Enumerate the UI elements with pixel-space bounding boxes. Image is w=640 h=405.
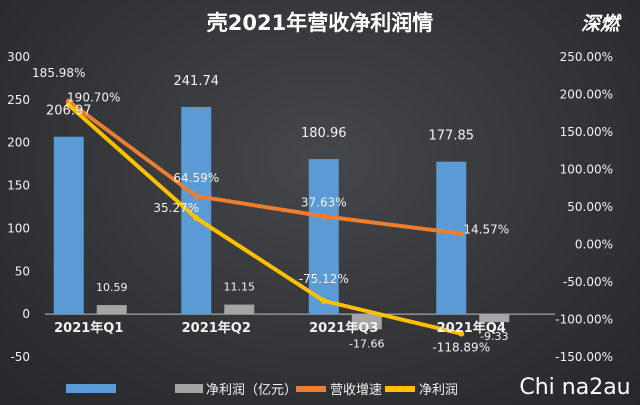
x-axis: 2021年Q1 2021年Q2 2021年Q3 2021年Q4 xyxy=(54,320,506,336)
profit-bar xyxy=(224,304,255,315)
profit-growth-point xyxy=(458,330,465,337)
profit-growth-line xyxy=(67,103,462,336)
revenue-growth-line xyxy=(67,99,462,236)
profit-data-label: -17.66 xyxy=(349,337,384,350)
revenue-growth-data-label: 37.63% xyxy=(301,195,347,209)
revenue-bar xyxy=(308,159,339,315)
y-left-tick-label: 250 xyxy=(7,93,30,107)
profit-data-label: 11.15 xyxy=(224,281,256,294)
lines-layer xyxy=(65,98,465,337)
revenue-data-label: 241.74 xyxy=(174,74,220,89)
profit-growth-data-label: -75.12% xyxy=(299,272,349,286)
data-labels-layer: 206.97 241.74 180.96 177.85 10.59 11.15 -17.66… xyxy=(32,66,509,355)
watermark-bottom: Chi na2au xyxy=(519,375,630,400)
revenue-growth-data-label: 64.59% xyxy=(173,171,219,185)
x-tick-label: 2021年Q2 xyxy=(182,320,251,336)
revenue-growth-data-label: 190.70% xyxy=(67,90,120,104)
revenue-data-label: 177.85 xyxy=(429,129,475,144)
revenue-growth-point xyxy=(458,230,465,237)
revenue-data-label: 206.97 xyxy=(46,104,92,119)
legend-label-growth: 营收增速 xyxy=(330,383,382,398)
profit-growth-data-label: 35.27% xyxy=(153,201,199,215)
profit-growth-point xyxy=(193,215,200,222)
y-right-tick-label: 50.00% xyxy=(567,200,613,214)
legend: 净利润（亿元） 营收增速 净利润 xyxy=(66,383,458,398)
y-left-tick-label: -50 xyxy=(10,350,30,364)
y-right-tick-label: 250.00% xyxy=(560,50,613,64)
x-tick-label: 2021年Q1 xyxy=(54,320,123,336)
legend-label-profit-growth: 净利润 xyxy=(419,383,458,398)
y-axis-right: -150.00% -100.00% -50.00% 0.00% 50.00% 100.00… xyxy=(555,50,613,364)
profit-growth-point xyxy=(320,297,327,304)
y-right-tick-label: -100.00% xyxy=(555,313,613,327)
legend-swatch-profit-growth xyxy=(385,386,415,392)
profit-bar xyxy=(351,314,382,330)
y-left-tick-label: 0 xyxy=(22,307,30,321)
profit-data-label: -9.33 xyxy=(480,330,508,343)
y-left-tick-label: 300 xyxy=(7,50,30,64)
y-right-tick-label: -150.00% xyxy=(555,350,613,364)
revenue-growth-point xyxy=(320,213,327,220)
chart-title: 壳2021年营收净利润情 xyxy=(206,11,433,35)
legend-swatch-profit xyxy=(175,384,203,393)
profit-growth-data-label: 185.98% xyxy=(32,66,85,80)
y-right-tick-label: 100.00% xyxy=(560,163,613,177)
profit-bar xyxy=(479,314,510,323)
y-axis-left: -50 0 50 100 150 200 250 300 xyxy=(7,50,30,364)
watermark-top: 深燃 xyxy=(581,13,622,35)
profit-data-label: 10.59 xyxy=(96,281,128,294)
legend-swatch-revenue xyxy=(66,384,116,393)
revenue-growth-point xyxy=(193,193,200,200)
y-left-tick-label: 50 xyxy=(15,264,30,278)
x-tick-label: 2021年Q4 xyxy=(437,320,506,336)
profit-growth-data-label: -118.89% xyxy=(432,341,490,355)
y-right-tick-label: 0.00% xyxy=(575,238,613,252)
profit-growth-point xyxy=(65,102,72,109)
revenue-bar xyxy=(53,136,84,315)
y-right-tick-label: 150.00% xyxy=(560,125,613,139)
x-tick-label: 2021年Q3 xyxy=(309,320,378,336)
revenue-bar xyxy=(436,161,467,315)
y-left-tick-label: 200 xyxy=(7,136,30,150)
y-right-tick-label: -50.00% xyxy=(563,275,613,289)
profit-bar xyxy=(96,305,127,315)
y-right-tick-label: 200.00% xyxy=(560,88,613,102)
y-left-tick-label: 150 xyxy=(7,179,30,193)
revenue-growth-data-label: 14.57% xyxy=(463,223,509,237)
revenue-data-label: 180.96 xyxy=(301,126,347,141)
legend-swatch-growth xyxy=(296,386,326,392)
y-left-tick-label: 100 xyxy=(7,221,30,235)
legend-label-profit: 净利润（亿元） xyxy=(206,383,297,398)
